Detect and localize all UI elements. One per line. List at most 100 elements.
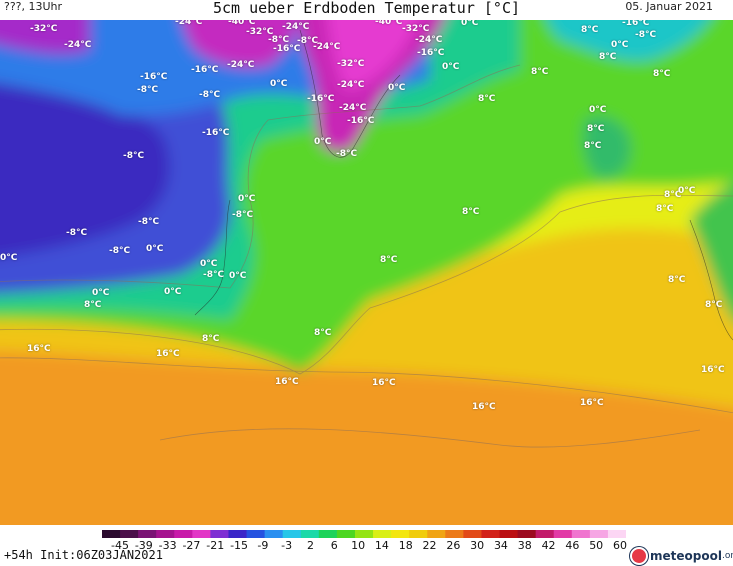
isotherm-label: 8°C (314, 328, 332, 338)
contour-8 (0, 194, 733, 375)
color-scale-swatch (409, 530, 428, 538)
coast-labrador (194, 199, 231, 316)
isotherm-label: -24°C (313, 42, 341, 52)
color-scale-swatch (427, 530, 446, 538)
isotherm-label: -24°C (227, 60, 255, 70)
isotherm-label: 16°C (580, 398, 604, 408)
isotherm-label: -24°C (282, 22, 310, 32)
isotherm-label: -8°C (138, 217, 160, 227)
contour-20 (159, 428, 701, 448)
isotherm-label: -8°C (137, 85, 159, 95)
isotherm-label: 8°C (705, 300, 723, 310)
isotherm-label: 0°C (164, 287, 182, 297)
color-scale-tick: 60 (613, 539, 627, 552)
color-scale-tick: 26 (446, 539, 461, 552)
color-scale-swatch (300, 530, 320, 538)
isotherm-label: -8°C (297, 36, 319, 46)
zone-europe (690, 182, 733, 320)
color-scale-tick: -33 (158, 539, 177, 552)
isotherm-label: -24°C (339, 103, 367, 113)
color-scale-swatch (102, 530, 121, 538)
isotherm-label: 16°C (701, 365, 725, 375)
isotherm-label: 0°C (589, 105, 607, 115)
color-scale-swatch (192, 530, 212, 538)
color-scale-swatch (553, 530, 573, 538)
isotherm-label: -16°C (307, 94, 335, 104)
color-scale-tick: 22 (422, 539, 437, 552)
isotherm-label: -16°C (417, 48, 445, 58)
isotherm-label: 0°C (146, 244, 164, 254)
isotherm-label: -16°C (191, 65, 219, 75)
isotherm-label: -8°C (635, 30, 657, 40)
color-scale-swatch (391, 530, 410, 538)
color-scale-tick: 42 (541, 539, 556, 552)
footer-bar: -45 -39 -33 -27 -21 -15 -9 -3 2 6 10 14 18 22 26 30 34 38… (0, 525, 733, 566)
contour-0 (0, 64, 521, 289)
logo-suffix: .org (721, 551, 733, 561)
isotherm-label: -8°C (336, 149, 358, 159)
isotherm-label: 16°C (472, 402, 496, 412)
forecast-run: +54h Init:06Z03JAN2021 (4, 548, 163, 562)
zone-archipelago (181, 20, 299, 68)
zone-west-magenta (0, 20, 90, 55)
color-scale-ticks: -45 -39 -33 -27 -21 -15 -9 -3 2 6 10 14 18 22 26 30 34 38… (102, 539, 627, 552)
color-scale-tick: -45 (111, 539, 129, 552)
color-scale-tick: 18 (398, 539, 413, 552)
color-scale-swatch (535, 530, 555, 538)
color-scale-swatch (463, 530, 483, 538)
color-scale-swatch (499, 530, 519, 538)
contour-16 (0, 357, 733, 414)
isotherm-label: -40°C (228, 20, 256, 27)
isotherm-label: 8°C (653, 69, 671, 79)
isotherm-label: -32°C (402, 24, 430, 34)
color-scale-swatch (210, 530, 230, 538)
header-bar: ???, 13Uhr 5cm ueber Erdboden Temperatur… (0, 0, 733, 20)
isotherm-label: 8°C (380, 255, 398, 265)
isotherm-label: 0°C (611, 40, 629, 50)
temperature-map[interactable]: -32°C -24°C -24°C -40°C -32°C -24°C -8°C -16°C -… (0, 20, 733, 525)
isotherm-label: 16°C (156, 349, 180, 359)
color-scale-tick: 6 (330, 539, 338, 552)
isotherm-label: 8°C (581, 25, 599, 35)
isotherm-label: 8°C (202, 334, 220, 344)
map-title: 5cm ueber Erdboden Temperatur [°C] (212, 0, 521, 17)
color-scale-tick: 46 (565, 539, 580, 552)
isotherm-label: 0°C (461, 20, 479, 28)
color-scale-swatch (607, 530, 626, 538)
isotherm-label: -16°C (273, 44, 301, 54)
meteopool-logo[interactable]: meteopool .org (630, 547, 733, 565)
isotherm-label: -24°C (415, 35, 443, 45)
zone-greenland-core (327, 20, 419, 90)
isotherm-label: -32°C (337, 59, 365, 69)
isotherm-label: 0°C (270, 79, 288, 89)
isotherm-label: -8°C (203, 270, 225, 280)
isotherm-label: -8°C (268, 35, 290, 45)
isotherm-label: 0°C (229, 271, 247, 281)
isotherm-label: -16°C (140, 72, 168, 82)
zone-cold-mid (0, 55, 170, 258)
isotherm-label: 0°C (200, 259, 218, 269)
color-scale-swatch (354, 530, 374, 538)
isotherm-label: -24°C (175, 20, 203, 27)
isotherm-label: 8°C (664, 190, 682, 200)
isotherm-label: 0°C (388, 83, 406, 93)
isotherm-label: -32°C (246, 27, 274, 37)
isotherm-label: 8°C (584, 141, 602, 151)
valid-date: 05. Januar 2021 (625, 0, 713, 13)
color-scale-tick: 34 (493, 539, 508, 552)
isotherm-label: -8°C (199, 90, 221, 100)
isotherm-label: 8°C (656, 204, 674, 214)
logo-text: meteopool (650, 549, 722, 563)
isotherm-label: 8°C (84, 300, 102, 310)
isotherm-label: -24°C (337, 80, 365, 90)
color-scale-tick: -39 (134, 539, 153, 552)
color-scale-swatch (481, 530, 501, 538)
color-scale-swatch (174, 530, 193, 538)
isotherm-label: 0°C (238, 194, 256, 204)
isotherm-label: 0°C (442, 62, 460, 72)
color-scale-swatch (589, 530, 609, 538)
isotherm-label: 0°C (0, 253, 18, 263)
isotherm-label: -16°C (622, 20, 650, 28)
isotherm-label: 16°C (275, 377, 299, 387)
isotherm-label: -8°C (123, 151, 145, 161)
